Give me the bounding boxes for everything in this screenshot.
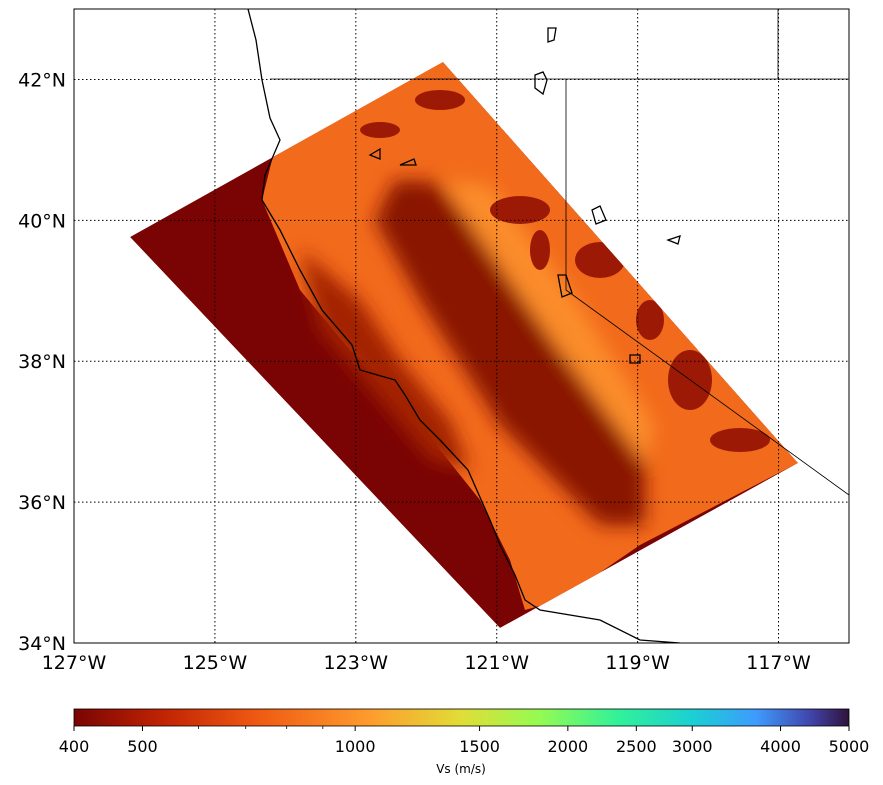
colorbar-tick-label: 5000 xyxy=(829,737,870,756)
x-tick-label: 123°W xyxy=(324,652,389,674)
colorbar-tick-label: 1000 xyxy=(335,737,376,756)
coastline xyxy=(247,9,681,643)
y-tick-label: 38°N xyxy=(18,351,66,373)
x-tick-label: 125°W xyxy=(183,652,248,674)
colorbar-tick-label: 400 xyxy=(59,737,90,756)
colorbar-tick-label: 1500 xyxy=(459,737,500,756)
colorbar: 400 500 1000 1500 2000 2500 3000 4000 5000 xyxy=(59,708,870,756)
dark-patches xyxy=(360,90,770,452)
y-tick-label: 36°N xyxy=(18,492,66,514)
x-tick-label: 119°W xyxy=(605,652,670,674)
y-tick-label: 40°N xyxy=(18,210,66,232)
map-frame xyxy=(73,8,850,644)
colorbar-tick-label: 4000 xyxy=(760,737,801,756)
colorbar-label: Vs (m/s) xyxy=(436,762,486,776)
y-tick-label: 42°N xyxy=(18,69,66,91)
lakes xyxy=(368,27,681,364)
x-tick-label: 117°W xyxy=(746,652,811,674)
colorbar-tick-label: 2500 xyxy=(616,737,657,756)
valley-field xyxy=(300,180,655,525)
x-tick-label: 127°W xyxy=(42,652,107,674)
x-tick-label: 121°W xyxy=(464,652,529,674)
velocity-field xyxy=(130,62,798,628)
boundaries xyxy=(247,9,849,643)
state-border xyxy=(270,9,849,496)
colorbar-tick-label: 3000 xyxy=(672,737,713,756)
y-tick-label: 34°N xyxy=(18,633,66,655)
colorbar-tick-label: 500 xyxy=(127,737,158,756)
colorbar-tick-label: 2000 xyxy=(547,737,588,756)
colorbar-gradient xyxy=(73,708,850,727)
